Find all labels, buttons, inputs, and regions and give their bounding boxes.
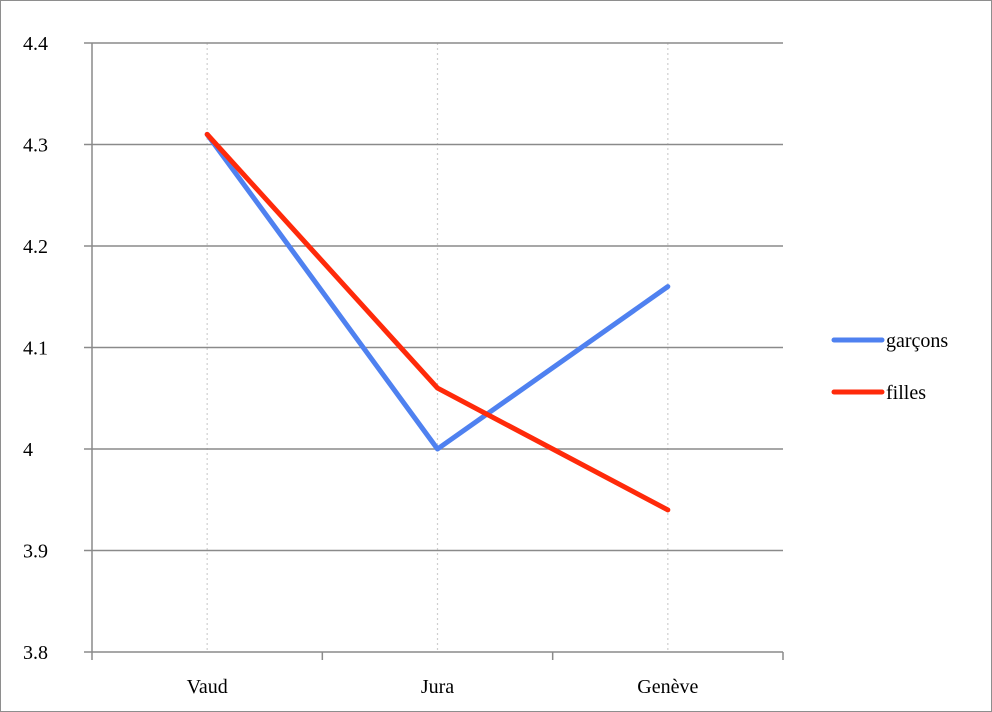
x-tick-label: Vaud: [187, 676, 228, 698]
y-tick-label: 4.3: [23, 135, 48, 157]
series-line-2: [204, 131, 671, 513]
y-tick-label: 4.4: [23, 33, 48, 55]
y-tick-label: 3.8: [23, 642, 48, 664]
y-tick-label: 4.1: [23, 338, 48, 360]
series-line-1: [204, 131, 671, 452]
legend-label-1: garçons: [886, 330, 948, 352]
y-tick-label: 4.2: [23, 236, 48, 258]
y-tick-label: 3.9: [23, 541, 48, 563]
y-tick-label: 4: [23, 439, 33, 461]
legend-label-2: filles: [886, 382, 926, 404]
x-tick-label: Genève: [637, 676, 698, 698]
x-tick-label: Jura: [421, 676, 454, 698]
